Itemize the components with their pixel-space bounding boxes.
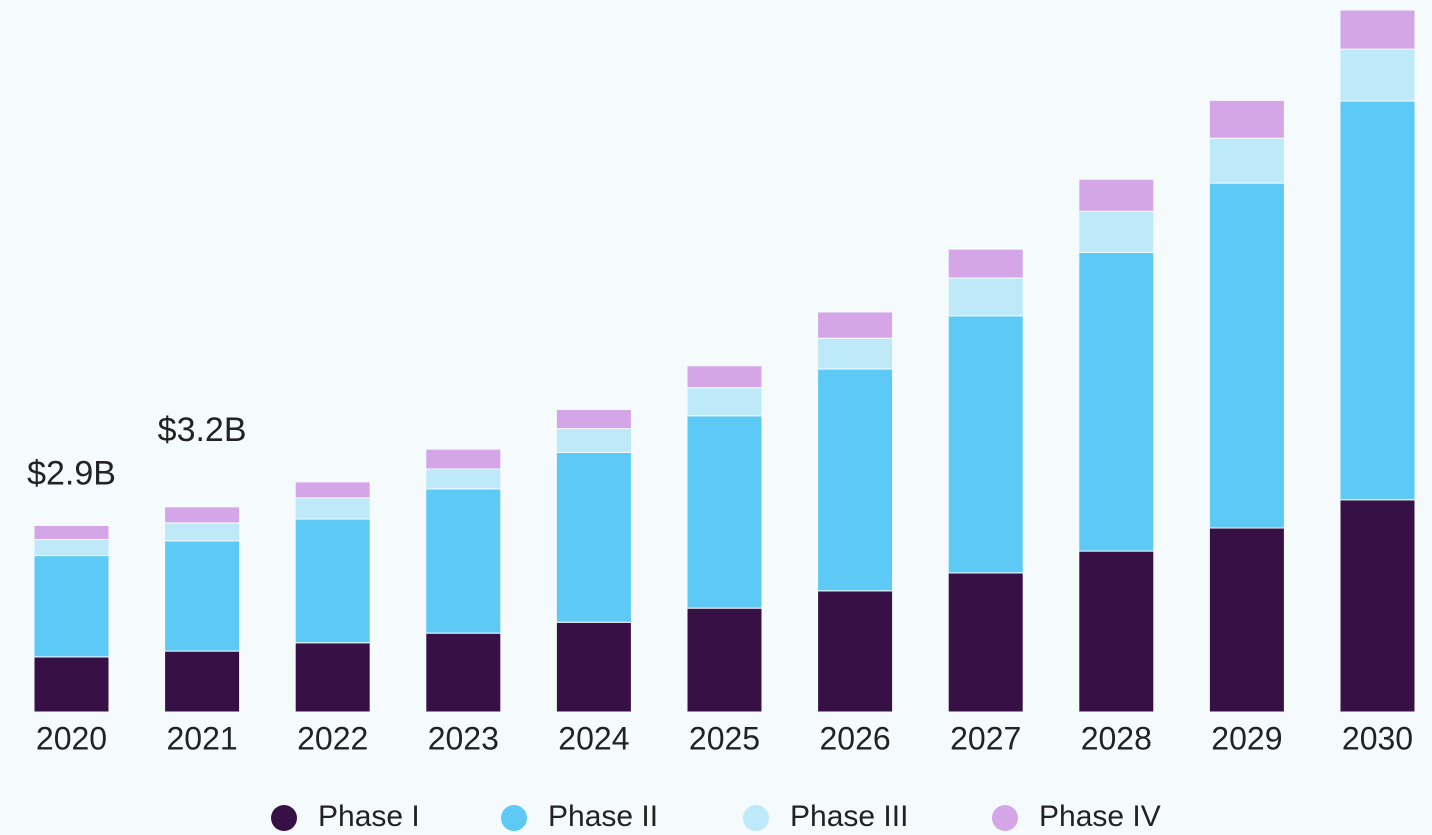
bar-segment: [1339, 499, 1416, 713]
bar-segment: [425, 468, 502, 490]
x-tick-label: 2027: [950, 720, 1021, 756]
legend-marker: [501, 805, 527, 831]
bar-segment: [817, 337, 894, 370]
legend-marker: [271, 805, 297, 831]
bar-segment: [555, 428, 632, 453]
bar-segment: [947, 315, 1024, 574]
total-label: $3.2B: [158, 411, 247, 449]
bar-segment: [425, 448, 502, 470]
bar-segment: [817, 368, 894, 592]
bar-segment: [1078, 178, 1155, 212]
bar-segment: [686, 387, 763, 417]
x-tick-label: 2022: [297, 720, 368, 756]
bar-segment: [33, 524, 110, 541]
bar-segment: [164, 650, 241, 713]
x-tick-label: 2030: [1342, 720, 1413, 756]
bar-segment: [294, 518, 371, 644]
legend-label: Phase II: [548, 800, 658, 833]
bar-segment: [294, 642, 371, 713]
bar-segment: [1208, 182, 1285, 529]
x-tick-label: 2025: [689, 720, 760, 756]
bar-segment: [164, 522, 241, 542]
bar-segment: [1078, 251, 1155, 552]
bar-segment: [1208, 527, 1285, 713]
bar-segment: [1339, 48, 1416, 102]
bar-segment: [33, 656, 110, 713]
bar-segment: [164, 506, 241, 524]
x-tick-label: 2026: [820, 720, 891, 756]
bar-segment: [425, 632, 502, 713]
legend-label: Phase I: [318, 800, 420, 833]
bar-segment: [817, 590, 894, 713]
bar-segment: [294, 497, 371, 520]
bar-segment: [1339, 9, 1416, 50]
bar-segment: [1078, 550, 1155, 713]
bar-segment: [555, 408, 632, 430]
bar-segment: [686, 365, 763, 389]
bar-segment: [33, 555, 110, 658]
x-tick-label: 2021: [167, 720, 238, 756]
bar-segment: [947, 572, 1024, 713]
legend-marker: [992, 805, 1018, 831]
bar-segment: [947, 248, 1024, 279]
bar-segment: [33, 539, 110, 557]
bar-segment: [555, 621, 632, 713]
bar-segment: [555, 451, 632, 623]
legend-label: Phase III: [790, 800, 908, 833]
total-label: $2.9B: [27, 454, 116, 492]
x-tick-label: 2029: [1211, 720, 1282, 756]
x-tick-label: 2023: [428, 720, 499, 756]
bar-segment: [425, 488, 502, 634]
bar-segment: [1208, 137, 1285, 184]
bar-segment: [947, 277, 1024, 317]
bar-segment: [686, 415, 763, 609]
x-tick-label: 2028: [1081, 720, 1152, 756]
bar-segment: [1208, 99, 1285, 139]
legend-marker: [743, 805, 769, 831]
bar-segment: [817, 311, 894, 339]
x-tick-label: 2024: [558, 720, 629, 756]
legend-label: Phase IV: [1039, 800, 1161, 833]
x-tick-label: 2020: [36, 720, 107, 756]
bar-segment: [164, 540, 241, 652]
bar-segment: [294, 481, 371, 499]
bar-segment: [686, 607, 763, 713]
bar-segment: [1339, 100, 1416, 501]
bar-segment: [1078, 210, 1155, 253]
